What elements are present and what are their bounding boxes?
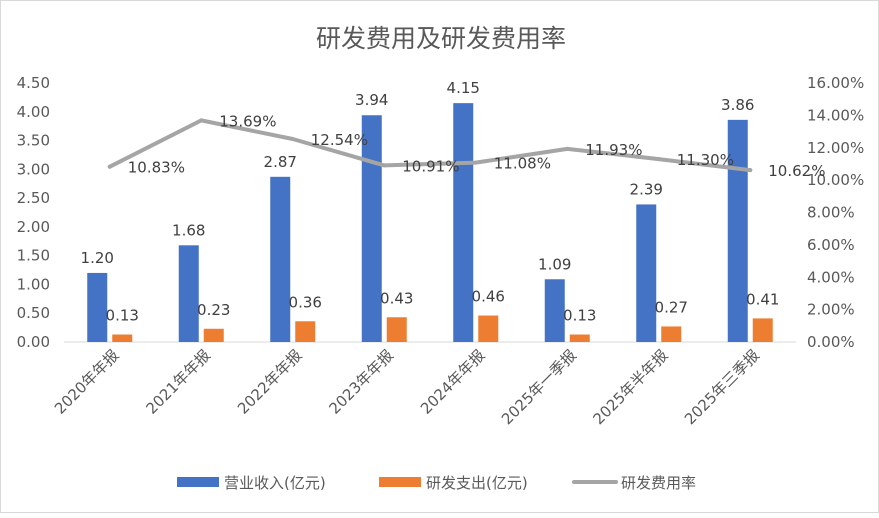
rd-rate-data-label: 12.54%: [311, 131, 368, 149]
revenue-data-label: 1.09: [538, 255, 571, 273]
revenue-data-label: 1.68: [172, 221, 205, 239]
legend-label: 营业收入(亿元): [224, 474, 326, 492]
rd-rate-point: [565, 146, 570, 151]
legend-rd-expense-swatch: [379, 477, 421, 487]
rd-rate-data-label: 11.08%: [494, 155, 551, 173]
y-right-tick-label: 2.00%: [807, 301, 855, 319]
legend-revenue-swatch: [177, 477, 219, 487]
revenue-bar: [270, 176, 291, 342]
rd-expense-data-label: 0.43: [380, 289, 413, 307]
rd-expense-data-label: 0.27: [655, 298, 688, 316]
rd-expense-bar: [478, 315, 499, 342]
y-right-tick-label: 16.00%: [807, 74, 864, 92]
y-left-tick-label: 0.50: [17, 304, 50, 322]
y-right-tick-label: 4.00%: [807, 268, 855, 286]
y-right-tick-label: 10.00%: [807, 171, 864, 189]
y-right-tick-label: 14.00%: [807, 106, 864, 124]
line-series: [107, 118, 753, 173]
rd-rate-point: [382, 163, 387, 168]
rd-rate-data-label: 13.69%: [219, 112, 276, 130]
rd-expense-data-label: 0.23: [197, 301, 230, 319]
legend-label: 研发支出(亿元): [426, 474, 528, 492]
y-left-tick-label: 4.50: [17, 74, 50, 92]
y-left-tick-label: 3.00: [17, 160, 50, 178]
y-left-tick-label: 0.00: [17, 333, 50, 351]
y-left-tick-label: 1.50: [17, 247, 50, 265]
revenue-bar: [361, 115, 382, 342]
rd-rate-line: [107, 118, 753, 173]
revenue-bar: [87, 272, 108, 342]
rd-rate-point: [748, 168, 753, 173]
y-right-tick-label: 8.00%: [807, 204, 855, 222]
rd-rate-data-label: 10.83%: [128, 159, 185, 177]
rd-expense-bar: [112, 334, 133, 342]
rd-expense-data-label: 0.41: [746, 290, 779, 308]
legend: 营业收入(亿元) 研发支出(亿元) 研发费用率: [177, 474, 696, 492]
rd-rate-data-label: 10.91%: [402, 157, 459, 175]
rd-rate-point: [290, 137, 295, 142]
rd-expense-bar: [386, 317, 407, 342]
revenue-bar: [727, 119, 748, 342]
y-left-tick-label: 1.00: [17, 275, 50, 293]
x-tick-label: 2023年年报: [326, 346, 398, 418]
x-tick-label: 2021年年报: [143, 346, 215, 418]
rd-rate-point: [199, 118, 204, 123]
rd-expense-data-label: 0.46: [472, 288, 505, 306]
revenue-data-label: 2.87: [264, 153, 297, 171]
rd-expense-bar: [752, 318, 773, 342]
x-tick-label: 2025年一季报: [498, 346, 580, 428]
revenue-data-label: 3.86: [721, 96, 754, 114]
rd-expense-bar: [569, 334, 590, 342]
data-labels: 1.20 0.13 1.68 0.23 2.87 0.36 3.94 0.43 4.15 0.46…: [81, 79, 826, 324]
y-left-tick-label: 2.50: [17, 189, 50, 207]
revenue-bar: [178, 245, 199, 342]
y-right-tick-label: 0.00%: [807, 333, 855, 351]
legend-label: 研发费用率: [621, 474, 696, 492]
rd-rate-point: [107, 164, 112, 169]
rd-expense-bar: [295, 321, 316, 342]
x-axis: 2020年年报 2021年年报 2022年年报 2023年年报 2024年年报 2025年…: [51, 346, 763, 428]
revenue-bar: [544, 279, 565, 342]
revenue-data-label: 4.15: [447, 79, 480, 97]
y-left-tick-label: 3.50: [17, 132, 50, 150]
revenue-data-label: 1.20: [81, 249, 114, 267]
rd-expense-data-label: 0.36: [289, 293, 322, 311]
rd-expense-bar: [661, 326, 682, 342]
y-left-tick-label: 4.00: [17, 103, 50, 121]
chart-title: 研发费用及研发费用率: [316, 24, 566, 53]
rd-expense-data-label: 0.13: [563, 307, 596, 325]
revenue-bar: [453, 103, 474, 343]
y-axis-left: 0.00 0.50 1.00 1.50 2.00 2.50 3.00 3.50 4.00 4.50: [17, 74, 50, 351]
rd-rate-data-label: 11.30%: [677, 151, 734, 169]
x-tick-label: 2020年年报: [51, 346, 123, 418]
y-right-tick-label: 6.00%: [807, 236, 855, 254]
rd-rate-point: [473, 160, 478, 165]
rd-rate-point: [656, 157, 661, 162]
revenue-data-label: 3.94: [355, 91, 388, 109]
revenue-data-label: 2.39: [630, 180, 663, 198]
x-tick-label: 2025年半年报: [589, 346, 671, 428]
bar-series: [87, 103, 773, 343]
rd-expense-data-label: 0.13: [106, 307, 139, 325]
x-tick-label: 2022年年报: [234, 346, 306, 418]
x-tick-label: 2025年三季报: [681, 346, 763, 428]
rd-rate-data-label: 11.93%: [585, 141, 642, 159]
x-tick-label: 2024年年报: [417, 346, 489, 418]
rd-rate-data-label: 10.62%: [768, 162, 825, 180]
y-left-tick-label: 2.00: [17, 218, 50, 236]
y-axis-right: 0.00% 2.00% 4.00% 6.00% 8.00% 10.00% 12.00% 14.…: [807, 74, 864, 351]
rd-expense-bar: [203, 328, 224, 342]
y-right-tick-label: 12.00%: [807, 139, 864, 157]
revenue-bar: [636, 204, 657, 342]
